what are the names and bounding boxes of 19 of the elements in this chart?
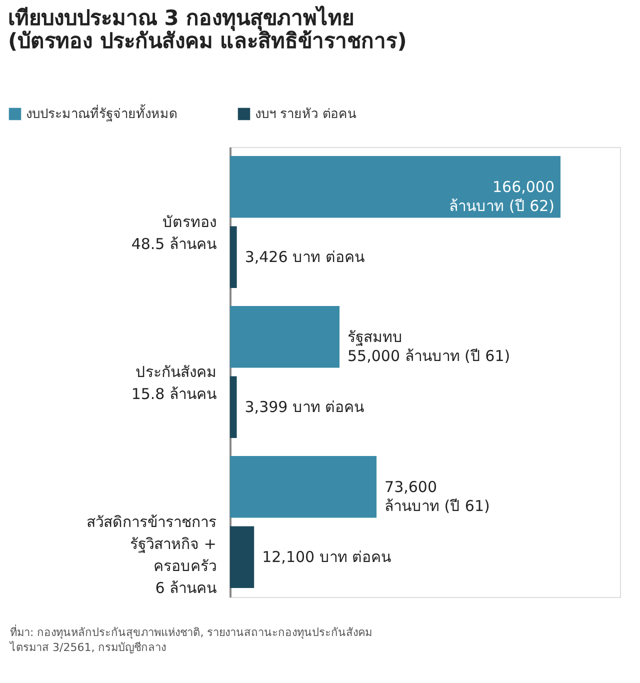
data-label: 12,100 บาท ต่อคน: [262, 548, 392, 566]
bar: [230, 156, 561, 218]
data-label: รัฐสมทบ 55,000 ล้านบาท (ปี 61): [348, 328, 510, 365]
legend-label: งบฯ รายหัว ต่อคน: [255, 107, 356, 122]
y-tick-label: ประกันสังคม 15.8 ล้านคน: [131, 363, 216, 403]
bar: [230, 226, 237, 288]
text: ที่มา: กองทุนหลักประกันสุขภาพแห่งชาติ, รายงานสถานะกองทุนประกันสังคม ไตรมาส 3/2561, กรมบัญชีกลาง: [9, 624, 372, 654]
data-label: 166,000 ล้านบาท (ปี 62): [449, 178, 555, 215]
bar: [230, 526, 254, 588]
chart-title: เทียบงบประมาณ 3 กองทุนสุขภาพไทย (บัตรทอง ประกันสังคม และสิทธิข้าราชการ): [8, 5, 407, 53]
data-label: 3,399 บาท ต่อคน: [244, 398, 364, 416]
legend-label: งบประมาณที่รัฐจ่ายทั้งหมด: [26, 104, 177, 122]
y-tick-label: บัตรทอง 48.5 ล้านคน: [131, 213, 216, 253]
y-tick-label: สวัสดิการข้าราชการ รัฐวิสาหกิจ + ครอบครัว 6 ล้านคน: [86, 513, 216, 597]
data-label: 3,426 บาท ต่อคน: [244, 248, 364, 266]
data-label: 73,600 ล้านบาท (ปี 61): [384, 478, 490, 515]
bar: [230, 306, 340, 368]
bar: [230, 376, 237, 438]
bar: [230, 456, 377, 518]
